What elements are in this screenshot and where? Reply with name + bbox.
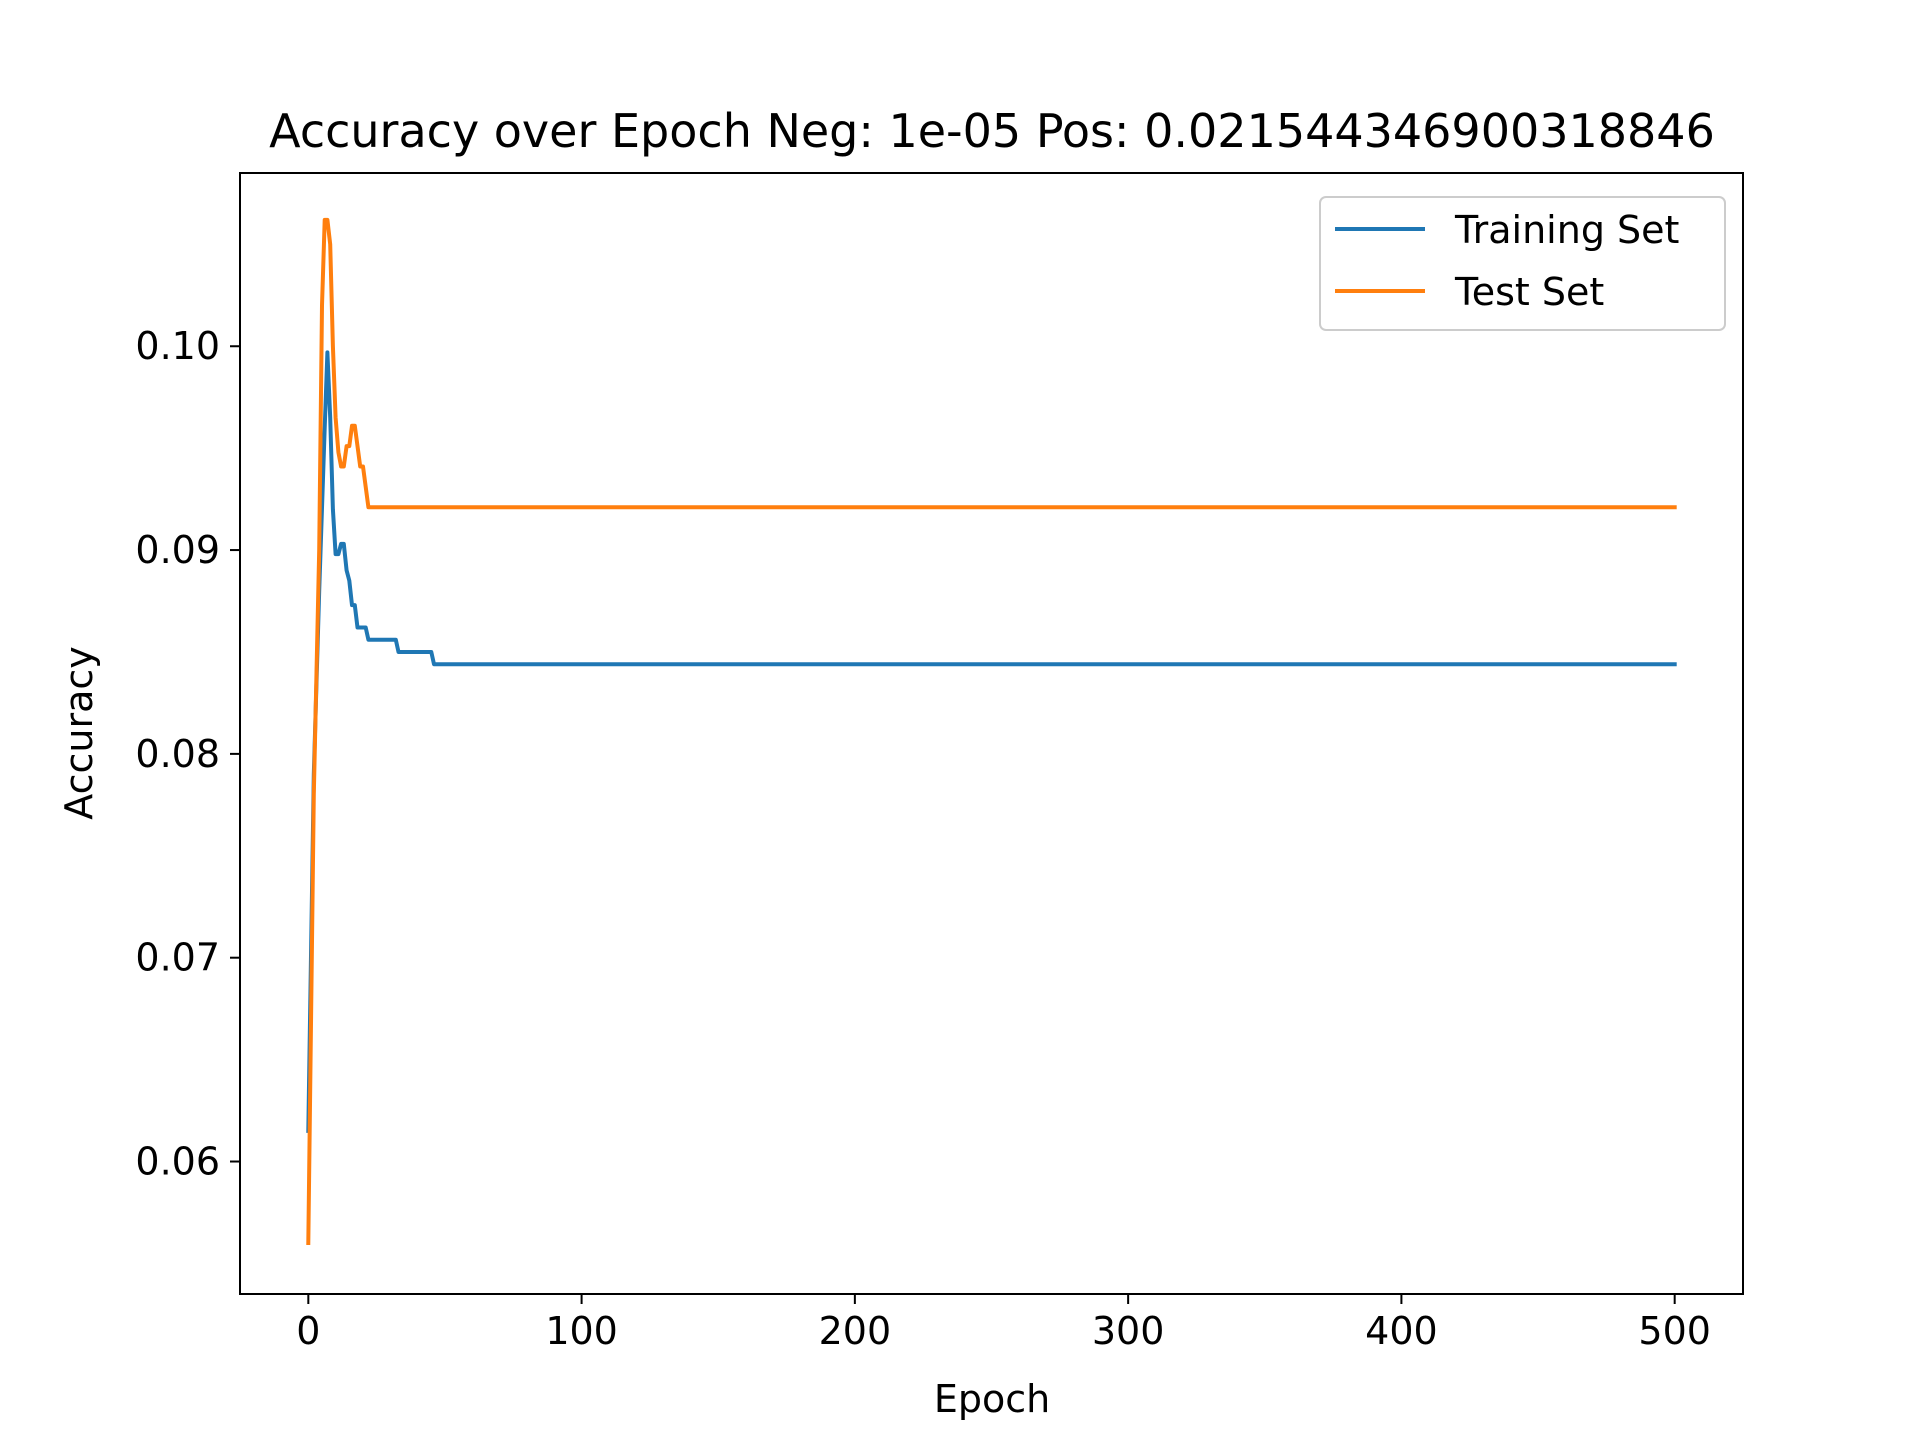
y-tick-label: 0.06 [135,1140,220,1184]
x-tick-label: 300 [1092,1309,1165,1353]
plot-frame [239,172,1744,1295]
legend: Training Set Test Set [1319,196,1726,331]
x-tick-label: 400 [1365,1309,1438,1353]
y-tick-label: 0.08 [135,732,220,776]
x-tick-label: 500 [1638,1309,1711,1353]
plot-lines [306,217,1677,1246]
y-axis-label: Accuracy [57,646,101,820]
x-tick-label: 100 [545,1309,618,1353]
series-line-test [306,217,1677,1246]
y-axis-ticks: 0.06 0.07 0.08 0.09 0.10 [135,324,240,1184]
x-tick-label: 200 [819,1309,892,1353]
y-tick-label: 0.10 [135,324,220,368]
legend-label-test: Test Set [1454,270,1604,314]
x-axis-label: Epoch [934,1377,1050,1421]
chart-title: Accuracy over Epoch Neg: 1e-05 Pos: 0.02… [269,104,1715,158]
x-tick-label: 0 [296,1309,320,1353]
y-tick-label: 0.07 [135,936,220,980]
x-axis-ticks: 0 100 200 300 400 500 [296,1294,1711,1353]
y-tick-label: 0.09 [135,528,220,572]
series-line-training [306,350,1677,1133]
legend-label-training: Training Set [1454,208,1679,252]
